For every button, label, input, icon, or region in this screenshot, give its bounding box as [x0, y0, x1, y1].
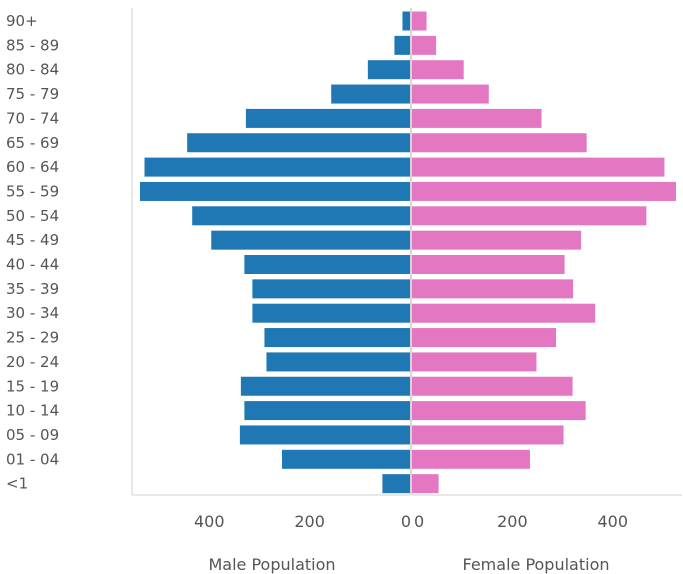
male-bar	[367, 60, 410, 80]
age-group-label: 01 - 04	[6, 450, 59, 468]
male-bar	[245, 108, 410, 128]
male-bar	[187, 133, 410, 153]
male-bar	[211, 230, 410, 250]
female-tick-label: 200	[497, 512, 528, 531]
age-group-label: 60 - 64	[6, 158, 59, 176]
male-bar	[402, 11, 410, 31]
age-group-label: 65 - 69	[6, 134, 59, 152]
age-group-label: 20 - 24	[6, 353, 59, 371]
female-bar	[412, 157, 665, 177]
male-bar	[140, 181, 410, 201]
female-bar	[412, 11, 427, 31]
female-bar	[412, 352, 537, 372]
age-group-label: 80 - 84	[6, 61, 59, 79]
age-group-label: 35 - 39	[6, 280, 59, 298]
female-bar	[412, 255, 565, 274]
age-group-label: <1	[6, 475, 28, 493]
age-group-label: 50 - 54	[6, 207, 59, 225]
male-bar	[244, 255, 410, 274]
female-bar	[412, 449, 530, 469]
age-group-label: 15 - 19	[6, 377, 59, 395]
age-group-label: 05 - 09	[6, 426, 59, 444]
age-group-label: 90+	[6, 12, 38, 30]
male-bar	[244, 401, 410, 421]
female-bar	[412, 108, 542, 128]
male-bar	[331, 84, 410, 104]
male-bar	[264, 328, 410, 348]
male-bar	[252, 279, 410, 299]
male-bars	[140, 11, 410, 494]
age-group-labels: 90+ 85 - 89 80 - 84 75 - 79 70 - 74 65 - 69 60…	[6, 12, 59, 493]
age-group-label: 40 - 44	[6, 256, 59, 274]
age-group-label: 55 - 59	[6, 182, 59, 200]
male-bar	[252, 303, 410, 323]
age-group-label: 30 - 34	[6, 304, 59, 322]
female-bar	[412, 60, 464, 80]
male-bar	[240, 376, 410, 396]
male-bar	[394, 35, 410, 55]
age-group-label: 10 - 14	[6, 402, 59, 420]
age-group-label: 85 - 89	[6, 36, 59, 54]
female-bar	[412, 328, 557, 348]
female-bar	[412, 303, 596, 323]
age-group-label: 75 - 79	[6, 85, 59, 103]
female-bar	[412, 181, 676, 201]
female-bar	[412, 279, 574, 299]
female-bar	[412, 133, 587, 153]
male-bar	[192, 206, 410, 226]
female-bar	[412, 230, 582, 250]
male-bar	[266, 352, 410, 372]
female-tick-label: 400	[597, 512, 628, 531]
male-bar	[382, 474, 410, 494]
female-bar	[412, 35, 437, 55]
female-axis-title: Female Population	[463, 555, 610, 574]
female-bars	[412, 11, 676, 494]
female-bar	[412, 401, 586, 421]
male-bar	[282, 449, 410, 469]
male-axis-title: Male Population	[208, 555, 335, 574]
female-bar	[412, 474, 439, 494]
female-bar	[412, 376, 573, 396]
x-axis-tick-labels: 400 200 0 0 200 400	[194, 512, 628, 531]
plot-frame	[131, 8, 682, 496]
male-bar	[239, 425, 410, 445]
age-group-label: 25 - 29	[6, 329, 59, 347]
female-tick-label: 0	[414, 512, 424, 531]
female-bar	[412, 84, 489, 104]
male-tick-label: 0	[401, 512, 411, 531]
female-bar	[412, 425, 564, 445]
male-tick-label: 400	[194, 512, 225, 531]
age-group-label: 45 - 49	[6, 231, 59, 249]
age-group-label: 70 - 74	[6, 109, 59, 127]
male-bar	[144, 157, 410, 177]
female-bar	[412, 206, 647, 226]
male-tick-label: 200	[294, 512, 325, 531]
